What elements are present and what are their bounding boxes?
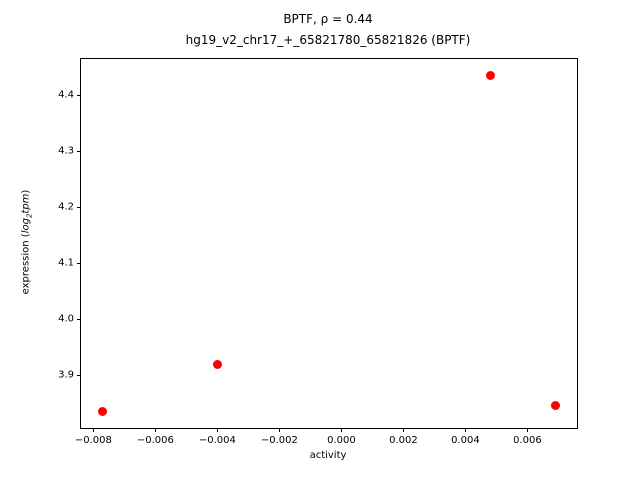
y-axis-label-subscript: 2 xyxy=(25,213,34,219)
x-tick-label: 0.006 xyxy=(513,435,542,446)
y-tick-label: 4.3 xyxy=(58,145,74,157)
x-tick-label: −0.006 xyxy=(136,435,174,446)
y-axis-label: expression (log2tpm) xyxy=(21,190,34,295)
x-tick-label: −0.004 xyxy=(198,435,236,446)
x-tick-mark xyxy=(465,428,467,432)
y-tick-mark xyxy=(77,95,81,97)
y-tick-label: 4.1 xyxy=(58,257,74,269)
y-tick-mark xyxy=(77,318,81,320)
chart-title-line2: hg19_v2_chr17_+_65821780_65821826 (BPTF) xyxy=(80,31,576,50)
scatter-point xyxy=(98,406,108,416)
chart-title-text1: BPTF, ρ = 0.44 xyxy=(283,12,373,26)
y-axis-label-prefix: expression ( xyxy=(20,233,32,295)
y-tick-label: 4.2 xyxy=(58,201,74,213)
x-tick-mark xyxy=(155,428,157,432)
y-tick-label: 4.0 xyxy=(58,313,74,325)
x-tick-mark xyxy=(403,428,405,432)
y-tick-label: 3.9 xyxy=(58,369,74,381)
x-tick-mark xyxy=(341,428,343,432)
chart-title-text2: hg19_v2_chr17_+_65821780_65821826 (BPTF) xyxy=(185,33,471,47)
scatter-point xyxy=(550,401,560,411)
chart-title-line1: BPTF, ρ = 0.44 xyxy=(80,10,576,29)
y-tick-mark xyxy=(77,151,81,153)
x-tick-mark xyxy=(279,428,281,432)
x-tick-label: 0.004 xyxy=(451,435,480,446)
x-tick-label: 0.000 xyxy=(327,435,356,446)
y-tick-label: 4.4 xyxy=(58,89,74,101)
y-tick-mark xyxy=(77,374,81,376)
y-axis-label-log: log xyxy=(20,218,32,234)
scatter-point xyxy=(212,360,222,370)
x-tick-mark xyxy=(527,428,529,432)
plot-area: −0.008 −0.006 −0.004 −0.002 0.000 0.002 0.004 0… xyxy=(58,58,578,446)
x-axis-label: activity xyxy=(309,450,347,461)
y-tick-mark xyxy=(77,263,81,265)
scatter-point xyxy=(485,71,495,81)
x-tick-label: 0.002 xyxy=(389,435,418,446)
x-tick-mark xyxy=(217,428,219,432)
x-tick-label: −0.002 xyxy=(260,435,298,446)
x-tick-label: −0.008 xyxy=(74,435,112,446)
y-axis-label-suffix: ) xyxy=(20,189,32,194)
y-tick-mark xyxy=(77,207,81,209)
x-tick-mark xyxy=(93,428,95,432)
y-axis-label-tpm: tpm xyxy=(20,193,32,214)
